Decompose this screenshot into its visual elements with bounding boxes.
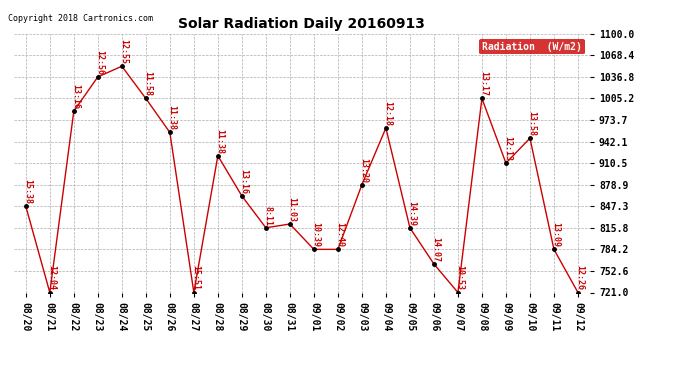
Text: 11:58: 11:58 (144, 71, 152, 96)
Text: 10:39: 10:39 (311, 222, 320, 247)
Text: 8:11: 8:11 (264, 206, 273, 226)
Text: 12:40: 12:40 (335, 222, 344, 247)
Text: 10:53: 10:53 (455, 266, 464, 291)
Text: 12:55: 12:55 (119, 39, 128, 64)
Text: 11:38: 11:38 (167, 105, 176, 130)
Text: 12:26: 12:26 (575, 266, 584, 291)
Text: 13:09: 13:09 (551, 222, 560, 247)
Text: 13:16: 13:16 (71, 84, 80, 109)
Text: 11:03: 11:03 (287, 197, 296, 222)
Text: 11:38: 11:38 (215, 129, 224, 154)
Text: 14:07: 14:07 (431, 237, 440, 262)
Text: 12:56: 12:56 (95, 50, 104, 75)
Text: 13:20: 13:20 (359, 158, 368, 183)
Text: 13:16: 13:16 (239, 169, 248, 194)
Legend: Radiation  (W/m2): Radiation (W/m2) (480, 39, 585, 54)
Text: 14:39: 14:39 (407, 201, 416, 226)
Text: 13:17: 13:17 (480, 71, 489, 96)
Text: 12:04: 12:04 (47, 266, 56, 291)
Text: 15:38: 15:38 (23, 179, 32, 204)
Text: 13:58: 13:58 (527, 111, 536, 136)
Title: Solar Radiation Daily 20160913: Solar Radiation Daily 20160913 (179, 17, 425, 31)
Text: Copyright 2018 Cartronics.com: Copyright 2018 Cartronics.com (8, 14, 153, 23)
Text: 12:18: 12:18 (384, 101, 393, 126)
Text: 12:13: 12:13 (503, 136, 513, 161)
Text: 15:51: 15:51 (191, 266, 200, 291)
